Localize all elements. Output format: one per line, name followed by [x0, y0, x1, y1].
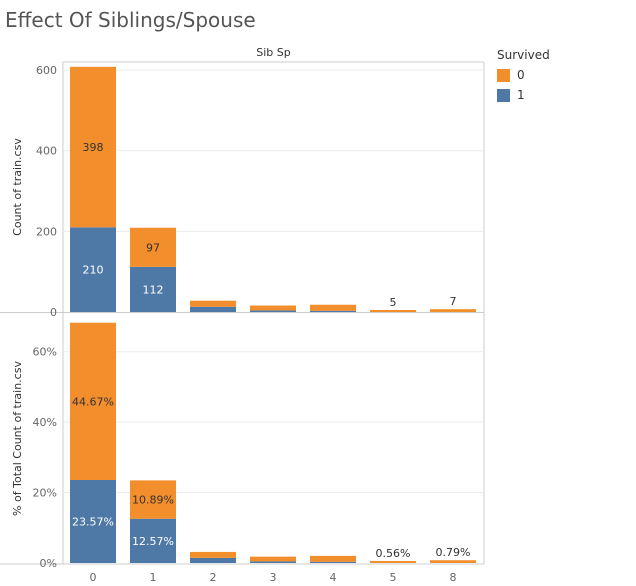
bar-p1-s1-2 [190, 557, 236, 563]
bar-p0-s1-2 [190, 306, 236, 312]
bar-p0-s0-1 [130, 227, 176, 267]
y-tick-label-p1-0: 0% [40, 557, 57, 570]
data-label-p1-s0-5: 0.56% [376, 547, 411, 560]
x-tick-label-0: 0 [90, 571, 97, 584]
x-tick-label-3: 3 [270, 571, 277, 584]
data-label-p1-s1-0: 23.57% [72, 516, 114, 529]
y-axis-label-p0: Count of train.csv [11, 138, 24, 236]
bar-p1-s0-8 [430, 560, 476, 563]
y-tick-label-p0-2: 400 [36, 145, 57, 158]
data-label-p0-s0-0: 398 [83, 141, 104, 154]
bar-p0-s1-4 [310, 310, 356, 312]
data-label-p0-s1-0: 210 [83, 264, 104, 277]
bar-p1-s0-1 [130, 480, 176, 519]
legend-item-1[interactable]: 1 [497, 85, 550, 105]
y-tick-label-p1-1: 20% [33, 487, 57, 500]
bar-p0-s0-4 [310, 304, 356, 311]
bar-p1-s1-3 [250, 561, 296, 563]
legend-title: Survived [497, 48, 550, 62]
x-tick-label-2: 2 [210, 571, 217, 584]
y-tick-label-p0-0: 0 [50, 306, 57, 319]
data-label-p0-s1-1: 112 [143, 283, 164, 296]
bar-p1-s1-4 [310, 561, 356, 563]
legend-label-1: 1 [517, 88, 525, 102]
data-label-p1-s0-0: 44.67% [72, 395, 114, 408]
x-tick-label-4: 4 [330, 571, 337, 584]
bar-p0-s0-3 [250, 305, 296, 311]
x-tick-label-1: 1 [150, 571, 157, 584]
legend-item-0[interactable]: 0 [497, 65, 550, 85]
bar-p1-s0-3 [250, 556, 296, 562]
bar-p1-s1-1 [130, 518, 176, 563]
chart-title: Effect Of Siblings/Spouse [5, 8, 256, 32]
bar-p0-s0-8 [430, 309, 476, 312]
data-label-p0-s0-1: 97 [146, 241, 160, 254]
bar-p0-s1-3 [250, 310, 296, 312]
data-label-p0-s0-5: 5 [390, 296, 397, 309]
bar-p1-s0-5 [370, 561, 416, 563]
bar-p0-s1-0 [70, 227, 116, 312]
bar-p1-s0-4 [310, 555, 356, 562]
y-tick-label-p1-3: 60% [33, 346, 57, 359]
bar-p1-s0-2 [190, 551, 236, 558]
bar-p0-s0-5 [370, 309, 416, 312]
bar-p1-s1-0 [70, 480, 116, 563]
legend-swatch-1 [497, 88, 510, 102]
data-label-p1-s0-1: 10.89% [132, 494, 174, 507]
y-axis-label-p1: % of Total Count of train.csv [11, 361, 24, 516]
y-tick-label-p1-2: 40% [33, 416, 57, 429]
bar-p1-s0-0 [70, 322, 116, 481]
data-label-p1-s1-1: 12.57% [132, 535, 174, 548]
y-tick-label-p0-1: 200 [36, 225, 57, 238]
x-tick-label-5: 5 [390, 571, 397, 584]
data-label-p0-s0-8: 7 [450, 295, 457, 308]
data-label-p1-s0-8: 0.79% [436, 546, 471, 559]
bar-p0-s1-1 [130, 266, 176, 312]
column-header: Sib Sp [256, 46, 291, 59]
bar-p0-s0-2 [190, 300, 236, 307]
legend-swatch-0 [497, 68, 510, 82]
legend-label-0: 0 [517, 68, 525, 82]
y-tick-label-p0-3: 600 [36, 64, 57, 77]
bar-p0-s0-0 [70, 66, 116, 228]
legend: Survived 0 1 [497, 48, 550, 105]
x-tick-label-8: 8 [450, 571, 457, 584]
